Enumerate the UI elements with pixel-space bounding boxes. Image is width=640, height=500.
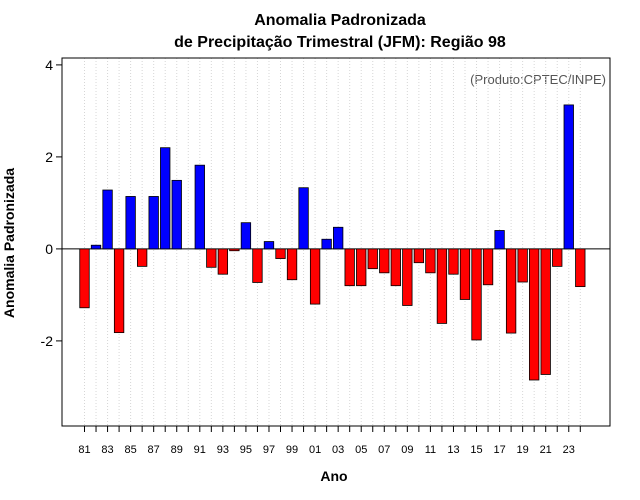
bar-88 <box>160 147 171 250</box>
x-tick-label: 81 <box>78 444 90 456</box>
x-tick-label: 19 <box>517 444 529 456</box>
bar-18 <box>505 248 517 334</box>
bar-82 <box>90 244 102 250</box>
bar-05 <box>356 248 367 287</box>
x-axis: 81 83 85 87 89 91 93 95 97 99 01 03 05 07 09 11 13 15 17 19… <box>78 426 581 456</box>
x-tick-label: 05 <box>355 444 367 456</box>
y-tick-label: 0 <box>45 241 53 257</box>
bar-84 <box>113 248 125 334</box>
bar-22 <box>552 248 563 267</box>
bar-11 <box>425 248 436 274</box>
y-tick-label: 4 <box>45 57 53 73</box>
x-tick-label: 11 <box>425 444 436 456</box>
x-tick-label: 93 <box>217 444 229 456</box>
bar-83 <box>102 189 113 250</box>
bar-06 <box>367 248 378 270</box>
chart-subtitle: de Precipitação Trimestral (JFM): Região… <box>174 34 506 51</box>
bar-08 <box>390 248 401 287</box>
bar-02 <box>321 238 332 250</box>
bar-24 <box>575 248 586 288</box>
x-axis-label: Ano <box>320 468 347 484</box>
x-tick-label: 99 <box>286 444 298 456</box>
bar-98 <box>275 248 286 259</box>
bar-00 <box>298 187 309 250</box>
bar-07 <box>379 248 390 274</box>
bar-99 <box>286 248 298 281</box>
bar-85 <box>125 196 136 250</box>
bar-86 <box>136 248 148 267</box>
x-tick-label: 83 <box>101 444 113 456</box>
x-tick-label: 97 <box>263 444 275 456</box>
bar-23 <box>563 104 574 250</box>
bar-19 <box>517 248 528 283</box>
source-annotation: (Produto:CPTEC/INPE) <box>470 72 606 87</box>
bar-95 <box>240 222 252 250</box>
bar-16 <box>482 248 494 286</box>
x-tick-label: 15 <box>470 444 482 456</box>
bar-10 <box>413 248 425 264</box>
plot-frame <box>61 57 611 427</box>
bar-21 <box>540 248 551 375</box>
bar-20 <box>529 248 540 381</box>
bar-13 <box>448 248 459 275</box>
x-tick-label: 23 <box>563 444 575 456</box>
bar-03 <box>333 226 344 250</box>
y-axis-label: Anomalia Padronizada <box>1 168 17 318</box>
bar-17 <box>494 230 505 250</box>
x-tick-label: 09 <box>401 444 413 456</box>
y-tick-label: 2 <box>45 149 53 165</box>
bar-94 <box>229 248 240 252</box>
bar-04 <box>344 248 355 287</box>
x-tick-label: 13 <box>447 444 459 456</box>
bar-96 <box>252 248 263 283</box>
x-tick-label: 91 <box>194 444 206 456</box>
bar-14 <box>459 248 471 300</box>
y-tick-label: -2 <box>41 333 54 349</box>
x-tick-label: 03 <box>332 444 344 456</box>
bar-93 <box>217 248 229 275</box>
x-tick-label: 89 <box>171 444 183 456</box>
y-axis: -2 0 2 4 <box>41 57 62 349</box>
bar-89 <box>171 179 182 250</box>
x-tick-label: 85 <box>124 444 136 456</box>
bar-91 <box>194 164 205 250</box>
bar-87 <box>148 196 159 250</box>
bars <box>79 104 586 381</box>
x-tick-label: 95 <box>240 444 252 456</box>
bar-09 <box>402 248 413 306</box>
x-tick-label: 87 <box>148 444 160 456</box>
bar-97 <box>263 241 275 250</box>
bar-81 <box>79 248 90 309</box>
x-tick-label: 01 <box>309 444 321 456</box>
bar-01 <box>309 248 321 305</box>
bar-15 <box>471 248 482 341</box>
bar-92 <box>206 248 217 268</box>
x-tick-label: 07 <box>378 444 390 456</box>
grid-lines <box>84 58 581 426</box>
chart-title: Anomalia Padronizada <box>254 12 426 29</box>
bar-12 <box>436 248 448 324</box>
x-tick-label: 17 <box>493 444 505 456</box>
x-tick-label: 21 <box>540 444 552 456</box>
